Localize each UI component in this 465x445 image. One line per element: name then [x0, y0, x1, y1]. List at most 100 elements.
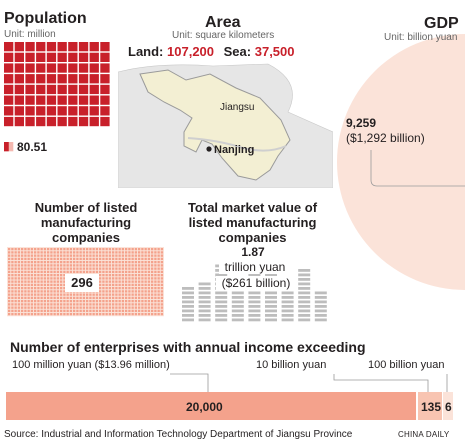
listed-companies-dot [115, 248, 118, 251]
listed-companies-dot [50, 277, 53, 280]
listed-companies-dot [86, 254, 89, 257]
listed-companies-dot [76, 313, 79, 316]
market-value-bar [314, 296, 327, 299]
listed-companies-dot [121, 267, 125, 270]
listed-companies-dot [131, 290, 134, 293]
listed-companies-dot [40, 254, 43, 257]
listed-companies-dot [121, 254, 125, 257]
listed-companies-dot [105, 283, 108, 287]
listed-companies-dot [86, 261, 89, 264]
listed-companies-dot [128, 248, 131, 251]
listed-companies-title-line2: manufacturing [40, 215, 132, 230]
listed-companies-dot [125, 274, 128, 277]
listed-companies-dot [105, 313, 108, 316]
listed-companies-dot [121, 306, 125, 309]
listed-companies-dot [118, 261, 121, 264]
listed-companies-dot [95, 300, 99, 303]
listed-companies-dot [160, 290, 164, 293]
listed-companies-dot [53, 280, 56, 283]
listed-companies-dot [69, 257, 73, 261]
population-square [14, 84, 24, 95]
listed-companies-dot [50, 251, 53, 254]
listed-companies-dot [24, 270, 27, 274]
listed-companies-dot [69, 303, 73, 306]
listed-companies-dot [147, 313, 151, 316]
market-value-bar [231, 309, 244, 313]
listed-companies-dot [151, 280, 154, 283]
listed-companies-dot [131, 280, 134, 283]
listed-companies-dot [99, 283, 102, 287]
listed-companies-dot [73, 267, 76, 270]
listed-companies-dot [102, 267, 105, 270]
listed-companies-dot [79, 300, 82, 303]
listed-companies-dot [24, 290, 27, 293]
enterprises-bar-100-million [6, 392, 416, 420]
listed-companies-dot [60, 261, 63, 264]
listed-companies-dot [154, 287, 157, 290]
listed-companies-dot [102, 257, 105, 261]
listed-companies-dot [134, 309, 138, 313]
listed-companies-dot [89, 251, 92, 254]
listed-companies-dot [134, 248, 138, 251]
listed-companies-dot [92, 264, 95, 267]
listed-companies-dot [40, 287, 43, 290]
listed-companies-dot [34, 300, 37, 303]
market-value-bar [215, 300, 228, 304]
listed-companies-dot [86, 303, 89, 306]
listed-companies-dot [118, 274, 121, 277]
listed-companies-dot [115, 257, 118, 261]
listed-companies-dot [89, 257, 92, 261]
listed-companies-dot [24, 293, 27, 296]
listed-companies-dot [144, 264, 147, 267]
listed-companies-dot [112, 251, 115, 254]
listed-companies-dot [69, 306, 73, 309]
listed-companies-dot [17, 254, 21, 257]
listed-companies-dot [60, 277, 63, 280]
listed-companies-dot [115, 306, 118, 309]
listed-companies-dot [34, 274, 37, 277]
listed-companies-dot [53, 293, 56, 296]
market-value-title-line2: listed manufacturing [188, 215, 317, 230]
listed-companies-dot [128, 254, 131, 257]
listed-companies-dot [30, 270, 34, 274]
market-value-bar [265, 318, 277, 322]
market-value-bar [298, 309, 311, 313]
listed-companies-dot [21, 261, 24, 264]
listed-companies-dot [138, 254, 141, 257]
enterprises-bar-10-billion [418, 392, 442, 420]
listed-companies-dot [69, 293, 73, 296]
listed-companies-dot [43, 257, 47, 261]
listed-companies-dot [47, 248, 50, 251]
listed-companies-dot [95, 261, 99, 264]
listed-companies-dot [43, 267, 47, 270]
listed-companies-dot [147, 270, 151, 274]
market-value-bar [182, 309, 194, 313]
listed-companies-dot [105, 277, 108, 280]
listed-companies-dot [160, 309, 164, 313]
listed-companies-dot [147, 280, 151, 283]
listed-companies-dot [14, 267, 17, 270]
listed-companies-dot [11, 313, 14, 316]
population-square [4, 74, 14, 84]
listed-companies-dot [63, 290, 66, 293]
listed-companies-dot [30, 264, 34, 267]
listed-companies-dot [151, 296, 154, 300]
listed-companies-dot [60, 274, 63, 277]
listed-companies-dot [43, 264, 47, 267]
listed-companies-dot [154, 283, 157, 287]
source-note: Source: Industrial and Information Techn… [4, 429, 353, 440]
listed-companies-dot [79, 264, 82, 267]
market-value-bar [314, 318, 327, 322]
market-value-bar [298, 269, 311, 272]
listed-companies-dot [108, 296, 112, 300]
listed-companies-dot [144, 283, 147, 287]
listed-companies-dot [34, 313, 37, 316]
listed-companies-dot [134, 270, 138, 274]
listed-companies-dot [121, 293, 125, 296]
listed-companies-dot [82, 248, 86, 251]
market-value-usd-label: ($261 billion) [216, 276, 296, 290]
listed-companies-dot [99, 296, 102, 300]
listed-companies-dot [138, 248, 141, 251]
listed-companies-dot [154, 290, 157, 293]
listed-companies-dot [30, 293, 34, 296]
